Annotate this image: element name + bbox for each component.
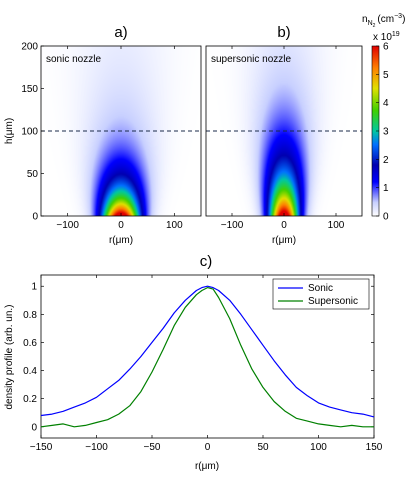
heatmap-a-xtick-label: −100 — [56, 220, 79, 231]
colorbar-label-units-exp: −3 — [394, 13, 402, 20]
colorbar-tick-label: 3 — [383, 127, 389, 138]
legend-sonic-label: Sonic — [308, 283, 333, 294]
heatmap-b-x-ticks: −100 0 100 — [221, 46, 345, 231]
heatmap-a-y-ticks: 0 50 100 150 200 — [21, 42, 44, 223]
panel-b: b) supersonic nozzle −100 0 100 r(μm) — [205, 24, 363, 246]
colorbar-label-units-close: ) — [402, 14, 405, 25]
heatmap-a-inset-label: sonic nozzle — [46, 54, 101, 65]
line-plot-xtick-label: 50 — [257, 442, 269, 453]
line-plot-xlabel: r(μm) — [195, 461, 219, 472]
line-plot-ytick-label: 0.8 — [23, 310, 37, 321]
heatmap-b-xlabel: r(μm) — [272, 235, 296, 246]
colorbar-scale-exp: 19 — [392, 31, 400, 38]
colorbar-tick-label: 2 — [383, 155, 389, 166]
line-plot-xtick-label: 150 — [366, 442, 383, 453]
heatmap-a-ytick-label: 50 — [27, 169, 39, 180]
heatmap-a-ytick-label: 150 — [21, 84, 38, 95]
heatmap-b-xtick-label: 100 — [328, 220, 345, 231]
line-plot-xtick-label: −100 — [85, 442, 108, 453]
line-plot-legend: Sonic Supersonic — [272, 278, 370, 310]
colorbar-label-units: (cm — [377, 14, 394, 25]
colorbar-ticks: 0 1 2 3 4 5 6 — [376, 42, 389, 223]
line-plot-ytick-label: 1 — [31, 282, 37, 293]
colorbar-tick-label: 5 — [383, 70, 389, 81]
heatmap-a-ytick-label: 200 — [21, 42, 38, 53]
colorbar-label-N: N — [368, 20, 373, 27]
heatmap-a-ytick-label: 100 — [21, 127, 38, 138]
heatmap-a-xtick-label: 0 — [118, 220, 124, 231]
legend-box — [272, 278, 370, 310]
line-plot-ytick-label: 0.2 — [23, 394, 37, 405]
panel-c-title: c) — [200, 253, 213, 270]
line-plot-xtick-label: −150 — [30, 442, 53, 453]
heatmap-a-xtick-label: 100 — [166, 220, 183, 231]
colorbar-tick-label: 0 — [383, 212, 389, 223]
colorbar-label-2: 2 — [373, 23, 376, 29]
heatmap-b-xtick-label: −100 — [221, 220, 244, 231]
line-plot-xtick-label: −50 — [144, 442, 161, 453]
colorbar-tick-label: 1 — [383, 183, 389, 194]
heatmap-a-xlabel: r(μm) — [109, 235, 133, 246]
panel-b-title: b) — [277, 24, 290, 41]
heatmap-a-ytick-label: 0 — [32, 212, 38, 223]
line-plot-x-ticks: −150 −100 −50 0 50 100 150 — [30, 275, 383, 453]
panel-a: a) sonic nozzle 0 50 100 150 200 −100 0 100 h(… — [4, 24, 202, 246]
panel-c: c) 0 0.2 0.4 0.6 0.8 1 −150 −100 −50 0 50 100 150 d… — [4, 253, 383, 472]
line-plot-ytick-label: 0.6 — [23, 338, 37, 349]
colorbar-scale-base: x 10 — [373, 32, 392, 43]
legend-supersonic-label: Supersonic — [308, 296, 358, 307]
heatmap-b-xtick-label: 0 — [281, 220, 287, 231]
line-plot-xtick-label: 100 — [310, 442, 327, 453]
line-plot-ytick-label: 0.4 — [23, 366, 37, 377]
heatmap-b-inset-label: supersonic nozzle — [211, 54, 291, 65]
colorbar-tick-label: 6 — [383, 42, 389, 53]
line-plot-xtick-label: 0 — [205, 442, 211, 453]
panel-a-title: a) — [114, 24, 127, 41]
heatmap-a-ylabel: h(μm) — [4, 118, 15, 144]
line-plot-ytick-label: 0 — [31, 422, 37, 433]
colorbar-label: nN2(cm−3) — [362, 13, 405, 29]
colorbar-label-n: n — [362, 14, 368, 25]
heatmap-a-x-ticks: −100 0 100 — [56, 46, 183, 231]
colorbar-tick-label: 4 — [383, 98, 389, 109]
line-plot-series — [40, 285, 375, 428]
line-plot-ylabel: density profile (arb. un.) — [4, 304, 15, 409]
colorbar-scale: x 1019 — [373, 31, 400, 43]
